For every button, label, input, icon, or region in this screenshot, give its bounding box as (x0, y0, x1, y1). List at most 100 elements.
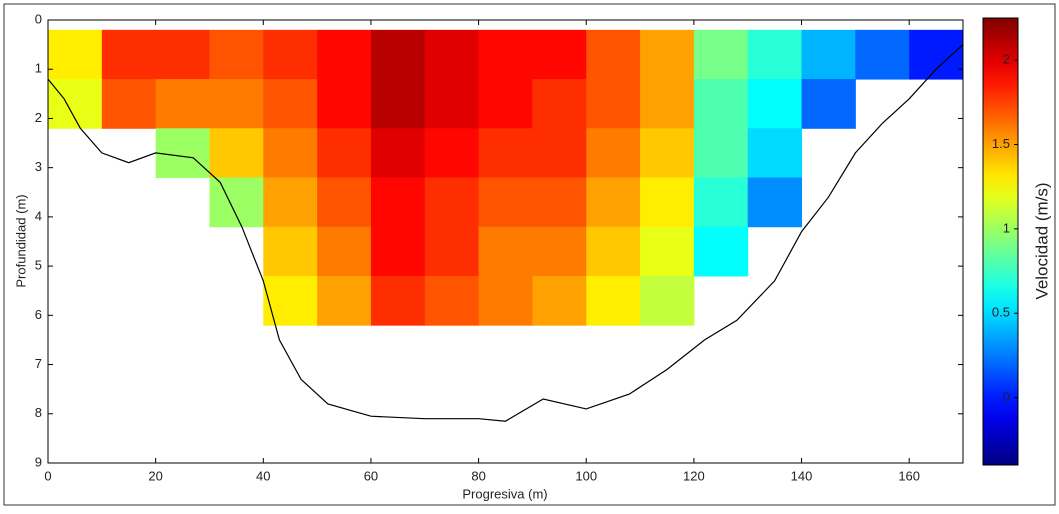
x-tick-label: 40 (256, 468, 270, 483)
heatmap-cell (101, 79, 157, 129)
heatmap-cell (747, 29, 803, 80)
y-tick-label: 5 (35, 258, 42, 273)
heatmap-cell (532, 226, 587, 277)
heatmap-cell (693, 226, 749, 277)
y-tick-label: 6 (35, 307, 42, 322)
heatmap-cell (263, 275, 318, 326)
heatmap-cell (747, 128, 803, 179)
heatmap-cell (909, 29, 964, 80)
heatmap-cell (855, 29, 910, 80)
heatmap-cell (747, 177, 803, 228)
heatmap-cell (155, 79, 210, 129)
heatmap-cell (263, 226, 318, 277)
colorbar-label: Velocidad (m/s) (1032, 182, 1051, 299)
heatmap-cell (48, 79, 103, 129)
y-axis-label: Profundidad (m) (13, 194, 28, 287)
heatmap-cell (640, 128, 695, 179)
heatmap-cell (263, 128, 318, 179)
heatmap-cell (532, 29, 587, 80)
heatmap-cell (370, 275, 426, 326)
heatmap-cell (155, 29, 210, 80)
heatmap-cell (48, 29, 103, 80)
heatmap-cell (370, 128, 426, 179)
heatmap-cell (370, 177, 426, 228)
heatmap-cell (317, 275, 372, 326)
heatmap-cell (263, 79, 318, 129)
y-tick-label: 7 (35, 356, 42, 371)
heatmap-cell (586, 226, 641, 277)
heatmap-cell (478, 226, 533, 277)
heatmap-cell (586, 275, 641, 326)
heatmap-cell (263, 29, 318, 80)
heatmap-cell (317, 29, 372, 80)
heatmap-cell (317, 79, 372, 129)
bed-line (47, 44, 964, 422)
heatmap-cell (478, 275, 533, 326)
heatmap-cell (532, 275, 587, 326)
colorbar-tick-label: 0 (1003, 389, 1010, 404)
colorbar-tick-label: 1 (1003, 220, 1010, 235)
heatmap-cell (101, 29, 157, 80)
heatmap-cell (801, 79, 856, 129)
y-tick-label: 3 (35, 159, 42, 174)
x-tick-label: 140 (791, 468, 813, 483)
heatmap-cell (640, 226, 695, 277)
heatmap-cell (317, 128, 372, 179)
heatmap-cell (317, 226, 372, 277)
heatmap-cell (693, 128, 749, 179)
colorbar-tick-label: 2 (1003, 52, 1010, 67)
heatmap-cell (532, 79, 587, 129)
x-tick-label: 160 (898, 468, 920, 483)
x-tick-label: 80 (471, 468, 485, 483)
y-tick-label: 9 (35, 454, 42, 469)
heatmap-cell (424, 79, 480, 129)
heatmap-cell (478, 79, 533, 129)
heatmap-cell (532, 128, 587, 179)
colorbar-tick-label: 0.5 (992, 305, 1010, 320)
heatmap-cell (424, 275, 480, 326)
heatmap-cell (693, 177, 749, 228)
heatmap-cell (370, 226, 426, 277)
heatmap-cell (586, 177, 641, 228)
heatmap-cell (586, 29, 641, 80)
heatmap-cell (693, 79, 749, 129)
heatmap-cell (478, 177, 533, 228)
y-tick-label: 2 (35, 110, 42, 125)
heatmap-cell (424, 226, 480, 277)
heatmap-cell (801, 29, 856, 80)
heatmap-cell (370, 29, 426, 80)
heatmap-cell (370, 79, 426, 129)
heatmap-cell (209, 29, 264, 80)
heatmap-cell (693, 29, 749, 80)
heatmap-cell (640, 29, 695, 80)
x-tick-label: 120 (683, 468, 705, 483)
heatmap-cell (586, 128, 641, 179)
heatmap-cell (155, 128, 210, 179)
y-tick-label: 1 (35, 61, 42, 76)
heatmap-cell (209, 79, 264, 129)
x-tick-label: 100 (575, 468, 597, 483)
x-tick-label: 60 (364, 468, 378, 483)
plot-area (47, 19, 964, 464)
heatmap-cell (209, 177, 264, 228)
heatmap-cell (640, 177, 695, 228)
heatmap-cell (424, 29, 480, 80)
heatmap-cell (640, 275, 695, 326)
heatmap-cell (424, 177, 480, 228)
x-tick-label: 20 (148, 468, 162, 483)
heatmap-cell (478, 128, 533, 179)
heatmap-cell (263, 177, 318, 228)
colorbar-tick-label: 1.5 (992, 136, 1010, 151)
y-tick-label: 8 (35, 405, 42, 420)
heatmap-cell (478, 29, 533, 80)
heatmap-cell (532, 177, 587, 228)
heatmap-cell (209, 128, 264, 179)
x-axis-label: Progresiva (m) (462, 486, 547, 501)
y-tick-label: 0 (35, 11, 42, 26)
colorbar (982, 17, 1019, 466)
heatmap-cell (317, 177, 372, 228)
y-tick-label: 4 (35, 208, 42, 223)
x-tick-label: 0 (44, 468, 51, 483)
heatmap-cell (747, 79, 803, 129)
